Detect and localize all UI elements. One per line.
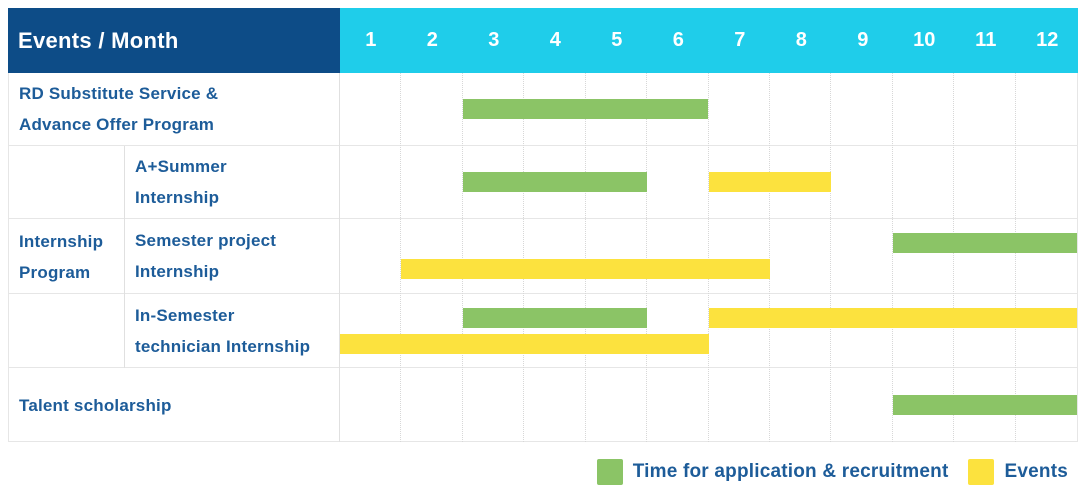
row-label-line: Internship bbox=[135, 188, 220, 207]
bar-line bbox=[340, 233, 1077, 253]
table-body: RD Substitute Service & Advance Offer Pro… bbox=[8, 73, 1078, 442]
row-label-line: In-Semester bbox=[135, 305, 235, 325]
row-label-line: RD Substitute Service & bbox=[19, 84, 219, 103]
table-row: Talent scholarship bbox=[9, 368, 1077, 442]
month-grid-line bbox=[523, 73, 525, 442]
month-grid-line bbox=[953, 73, 955, 442]
month-header-cell: 1 bbox=[365, 29, 377, 51]
month-header-cell: 6 bbox=[672, 29, 684, 51]
row-label: Semester project Internship bbox=[124, 219, 340, 293]
row-label: A+Summer Internship bbox=[124, 146, 340, 218]
row-bars-area bbox=[340, 146, 1077, 218]
bar-line bbox=[340, 395, 1077, 415]
legend: Time for application & recruitment Event… bbox=[596, 456, 1068, 488]
row-label: Talent scholarship bbox=[9, 368, 340, 442]
month-header-cell: 12 bbox=[1036, 29, 1059, 51]
month-grid-line bbox=[768, 73, 770, 442]
table-row: RD Substitute Service & Advance Offer Pro… bbox=[9, 73, 1077, 146]
month-grid-line bbox=[400, 73, 402, 442]
month-grid-line bbox=[584, 73, 586, 442]
month-grid-line bbox=[1014, 73, 1016, 442]
month-header-cell: 7 bbox=[734, 29, 746, 51]
row-label-line: Internship bbox=[135, 262, 220, 281]
row-bars-area bbox=[340, 219, 1077, 293]
bar-line bbox=[340, 172, 1077, 192]
month-header-cell: 2 bbox=[426, 29, 438, 51]
gantt-bar-yellow bbox=[708, 172, 832, 192]
month-header-cell: 10 bbox=[913, 29, 936, 51]
legend-swatch-green bbox=[596, 459, 623, 485]
month-header-cell: 3 bbox=[488, 29, 500, 51]
gantt-bar-green bbox=[892, 395, 1077, 415]
group-label-line: Internship bbox=[19, 232, 104, 251]
group-label-line: Program bbox=[19, 263, 91, 282]
group-label: Internship Program bbox=[9, 146, 125, 368]
row-label-line: Semester project bbox=[135, 231, 277, 250]
row-label: In-Semester technician Internship bbox=[124, 294, 340, 367]
legend-label-events: Events bbox=[1004, 461, 1068, 482]
label-grid-divider bbox=[339, 73, 340, 442]
table-header-title: Events / Month bbox=[8, 8, 340, 73]
table-row: Semester project Internship bbox=[9, 219, 1077, 294]
legend-swatch-yellow bbox=[968, 459, 995, 485]
month-grid-line bbox=[830, 73, 832, 442]
month-header-cell: 5 bbox=[611, 29, 623, 51]
row-bars-area bbox=[340, 73, 1077, 145]
month-grid-line bbox=[646, 73, 648, 442]
row-label-line: A+Summer bbox=[135, 157, 227, 176]
row-label-line: Advance Offer Program bbox=[19, 115, 215, 134]
month-header-cell: 4 bbox=[549, 29, 561, 51]
month-header-cell: 9 bbox=[857, 29, 869, 51]
gantt-bar-green bbox=[462, 99, 709, 119]
row-label-line: Talent scholarship bbox=[19, 395, 172, 415]
table-row: In-Semester technician Internship bbox=[9, 294, 1077, 368]
legend-item-events: Events bbox=[968, 459, 1068, 485]
legend-label-application-recruitment: Time for application & recruitment bbox=[632, 461, 949, 482]
row-label: RD Substitute Service & Advance Offer Pro… bbox=[9, 73, 340, 145]
month-grid-line bbox=[891, 73, 893, 442]
gantt-bar-yellow bbox=[708, 307, 1077, 328]
bar-line bbox=[340, 259, 1077, 279]
gantt-bar-green bbox=[462, 307, 648, 328]
bar-line bbox=[340, 333, 1077, 354]
month-grid-line bbox=[461, 73, 463, 442]
bar-line bbox=[340, 307, 1077, 328]
bar-line bbox=[340, 99, 1077, 119]
month-header-cell: 8 bbox=[795, 29, 807, 51]
table-row: A+Summer Internship bbox=[9, 146, 1077, 219]
month-grid-line bbox=[707, 73, 709, 442]
gantt-bar-green bbox=[892, 233, 1077, 253]
gantt-bar-green bbox=[462, 172, 648, 192]
row-label-line: technician Internship bbox=[135, 336, 311, 356]
row-bars-area bbox=[340, 294, 1077, 367]
month-header-cell: 11 bbox=[975, 29, 997, 51]
month-header-row: 1 2 3 4 5 6 7 8 9 10 11 12 bbox=[340, 8, 1078, 73]
gantt-bar-yellow bbox=[401, 259, 770, 279]
schedule-table: Events / Month 1 2 3 4 5 6 7 8 9 10 11 12 RD Substi… bbox=[8, 8, 1078, 442]
row-bars-area bbox=[340, 368, 1077, 442]
legend-item-application-recruitment: Time for application & recruitment bbox=[596, 459, 949, 485]
gantt-bar-yellow bbox=[340, 333, 709, 354]
